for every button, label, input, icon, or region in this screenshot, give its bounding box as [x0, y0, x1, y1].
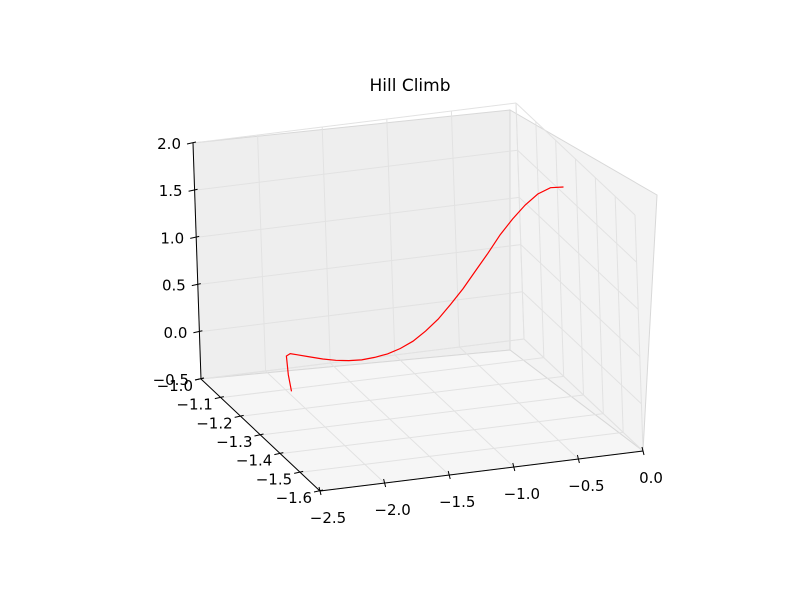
grid-line-y-side [535, 121, 545, 358]
grid-line-z-side [522, 291, 642, 405]
y-tick-label: −1.4 [236, 452, 272, 470]
x-tick-label: −1.0 [504, 485, 540, 503]
x-tick [641, 446, 645, 456]
grid-line-y-side [634, 214, 644, 452]
grid-line-y-floor [300, 431, 624, 473]
z-tick [193, 330, 203, 334]
y-tick-label: −1.2 [196, 414, 232, 432]
x-tick-label: 0.0 [639, 469, 663, 487]
y-tick [294, 470, 304, 474]
grid-line-y-side [594, 177, 604, 414]
z-tick-label: 1.0 [160, 229, 184, 247]
grid-line-z-side [523, 338, 644, 452]
x-tick [383, 478, 387, 488]
grid-line-z-back [200, 338, 525, 380]
grid-line-z-side [520, 244, 641, 357]
grid-line-y-floor [220, 357, 544, 399]
grid-line-y-floor [260, 394, 584, 436]
x-tick-label: −2.0 [374, 501, 410, 519]
z-tick [190, 235, 200, 239]
z-tick [186, 141, 197, 145]
x-tick [512, 462, 516, 472]
grid-line-z-back [199, 291, 523, 333]
grid-line-x-back [257, 134, 267, 372]
z-tick-label: −0.5 [153, 371, 189, 389]
tick-marks [186, 141, 645, 496]
z-tick [191, 283, 201, 287]
y-tick [274, 452, 284, 456]
x-axis-line [319, 450, 644, 492]
y-tick [214, 396, 224, 400]
tick-labels: −2.5 −2.0 −1.5 −1.0 −0.5 0.0−1.6−1.5−1.4−1.3−… [153, 135, 663, 527]
chart-title: Hill Climb [369, 76, 450, 96]
grid-line-z-back [196, 196, 520, 238]
grid-line-y-side [515, 102, 525, 340]
x-tick-label: −0.5 [568, 477, 604, 495]
series-line [285, 186, 564, 392]
x-tick-label: −1.5 [439, 493, 475, 511]
y-tick [254, 433, 264, 437]
y-tick-label: −1.3 [216, 433, 252, 451]
grid-line-y-floor [240, 375, 564, 417]
grid-line-y-side [575, 158, 584, 396]
x-tick [576, 454, 580, 464]
grid-line-z-side [518, 197, 639, 310]
y-tick-label: −1.5 [256, 470, 292, 488]
grid-line-z-side [515, 102, 636, 216]
y-tick-label: −1.6 [276, 489, 312, 507]
z-tick [194, 377, 205, 381]
x-tick-label: −2.5 [310, 509, 346, 527]
z-tick-label: 0.0 [164, 324, 188, 342]
grid-line-z-back [197, 244, 521, 286]
grid-line-x-back [386, 118, 396, 356]
y-tick [234, 414, 244, 418]
grid-line-x-back [321, 126, 331, 364]
y-tick-label: −1.1 [176, 396, 212, 414]
x-tick [447, 470, 451, 480]
z-tick-label: 0.5 [162, 277, 186, 295]
grid-line-y-floor [280, 413, 604, 455]
y-tick [313, 489, 324, 493]
left-pane [192, 109, 511, 380]
y-tick-label: −1.0 [157, 377, 193, 395]
z-axis-line [192, 142, 202, 380]
z-tick-label: 2.0 [157, 135, 181, 153]
z-tick [188, 188, 198, 192]
grid-line-y-side [614, 196, 624, 433]
grid-line-x-back [450, 110, 460, 348]
z-tick-label: 1.5 [159, 182, 183, 200]
grid-line-z-back [194, 149, 518, 191]
grid-line-z-back [192, 102, 517, 144]
grid-line-z-side [517, 149, 637, 263]
grid-line-y-side [555, 140, 565, 377]
